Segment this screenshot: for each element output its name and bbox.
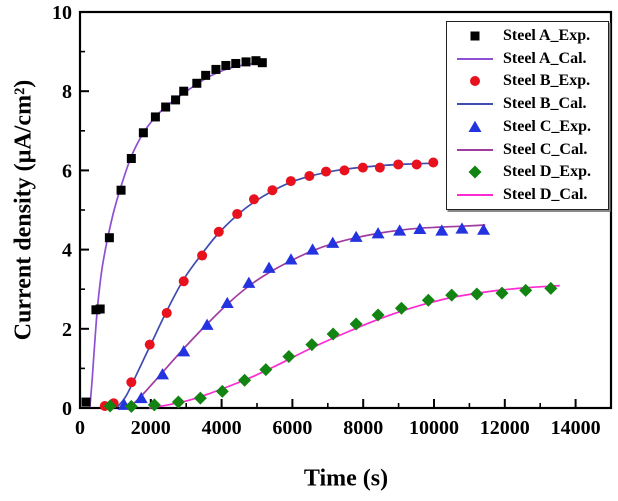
x-tick-label: 2000 — [131, 417, 171, 439]
x-tick-label: 14000 — [551, 417, 601, 439]
series-steel-a-exp — [81, 56, 267, 407]
legend-item-steel-a-exp: Steel A_Exp. — [447, 25, 608, 47]
x-tick-label: 12000 — [480, 417, 530, 439]
x-tick-label: 6000 — [272, 417, 312, 439]
legend-circle-icon — [447, 73, 503, 89]
series-steel-b-exp — [99, 157, 439, 412]
legend-label: Steel D_Exp. — [503, 163, 591, 181]
legend-item-steel-d-cal: Steel D_Cal. — [447, 184, 608, 206]
legend-item-steel-a-cal: Steel A_Cal. — [447, 48, 608, 70]
legend-label: Steel B_Cal. — [503, 95, 587, 113]
legend-label: Steel A_Cal. — [503, 49, 587, 67]
legend-label: Steel D_Cal. — [503, 186, 588, 204]
legend-square-icon — [447, 28, 503, 44]
legend-item-steel-d-exp: Steel D_Exp. — [447, 161, 608, 183]
y-tick-label: 8 — [62, 81, 72, 103]
x-tick-label: 10000 — [409, 417, 459, 439]
y-tick-label: 0 — [62, 398, 72, 420]
legend-item-steel-c-exp: Steel C_Exp. — [447, 116, 608, 138]
y-tick-label: 10 — [52, 2, 72, 24]
legend-item-steel-b-exp: Steel B_Exp. — [447, 70, 608, 92]
legend-triangle-icon — [447, 119, 503, 135]
series-steel-a-cal — [89, 61, 266, 408]
y-axis-title: Current density (µA/cm²) — [10, 79, 37, 341]
legend-diamond-icon — [447, 164, 503, 180]
legend-label: Steel C_Cal. — [503, 140, 588, 158]
legend-item-steel-c-cal: Steel C_Cal. — [447, 139, 608, 161]
legend-label: Steel B_Exp. — [503, 72, 591, 90]
legend-line-swatch — [447, 148, 503, 151]
legend-line-swatch — [447, 103, 503, 106]
legend-label: Steel C_Exp. — [503, 117, 591, 135]
x-tick-label: 0 — [75, 417, 85, 439]
x-tick-label: 4000 — [202, 417, 242, 439]
legend: Steel A_Exp. Steel A_Cal. Steel B_Exp. Stee… — [446, 21, 609, 210]
y-tick-label: 6 — [62, 160, 72, 182]
x-tick-label: 8000 — [343, 417, 383, 439]
legend-line-swatch — [447, 194, 503, 197]
legend-item-steel-b-cal: Steel B_Cal. — [447, 93, 608, 115]
series-steel-d-cal — [148, 284, 560, 409]
y-tick-label: 4 — [62, 240, 72, 262]
legend-line-swatch — [447, 57, 503, 60]
series-steel-d-exp — [103, 281, 558, 413]
legend-label: Steel A_Exp. — [503, 26, 591, 44]
x-axis-title: Time (s) — [303, 465, 389, 492]
y-tick-label: 2 — [62, 319, 72, 341]
series-steel-c-exp — [117, 222, 491, 410]
